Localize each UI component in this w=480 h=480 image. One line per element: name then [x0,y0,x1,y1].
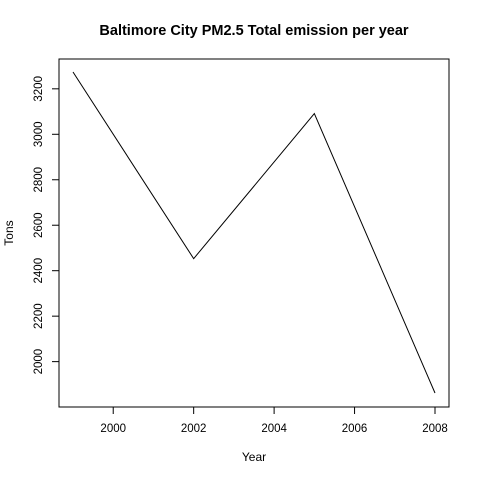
y-tick-label: 2000 [33,349,45,375]
y-tick-label: 2200 [33,303,45,329]
x-axis: 2000 2002 2004 2006 2008 [100,406,448,435]
y-tick-label: 3000 [33,121,45,147]
x-tick-label: 2008 [422,423,448,435]
y-tick-label: 2600 [33,212,45,238]
x-tick-label: 2000 [100,423,126,435]
x-tick-label: 2002 [181,423,207,435]
y-axis: 2000 2200 2400 2600 2800 3000 3200 [33,76,60,375]
chart-title: Baltimore City PM2.5 Total emission per … [99,23,409,39]
plot-frame [58,58,450,408]
y-tick-label: 2800 [33,167,45,193]
series-line [72,71,436,394]
data-points [73,72,435,393]
x-axis-label: Year [242,450,266,464]
x-tick-label: 2004 [261,423,287,435]
y-tick-label: 2400 [33,258,45,284]
y-axis-label: Tons [2,220,16,245]
x-tick-label: 2006 [342,423,368,435]
y-tick-label: 3200 [33,76,45,102]
